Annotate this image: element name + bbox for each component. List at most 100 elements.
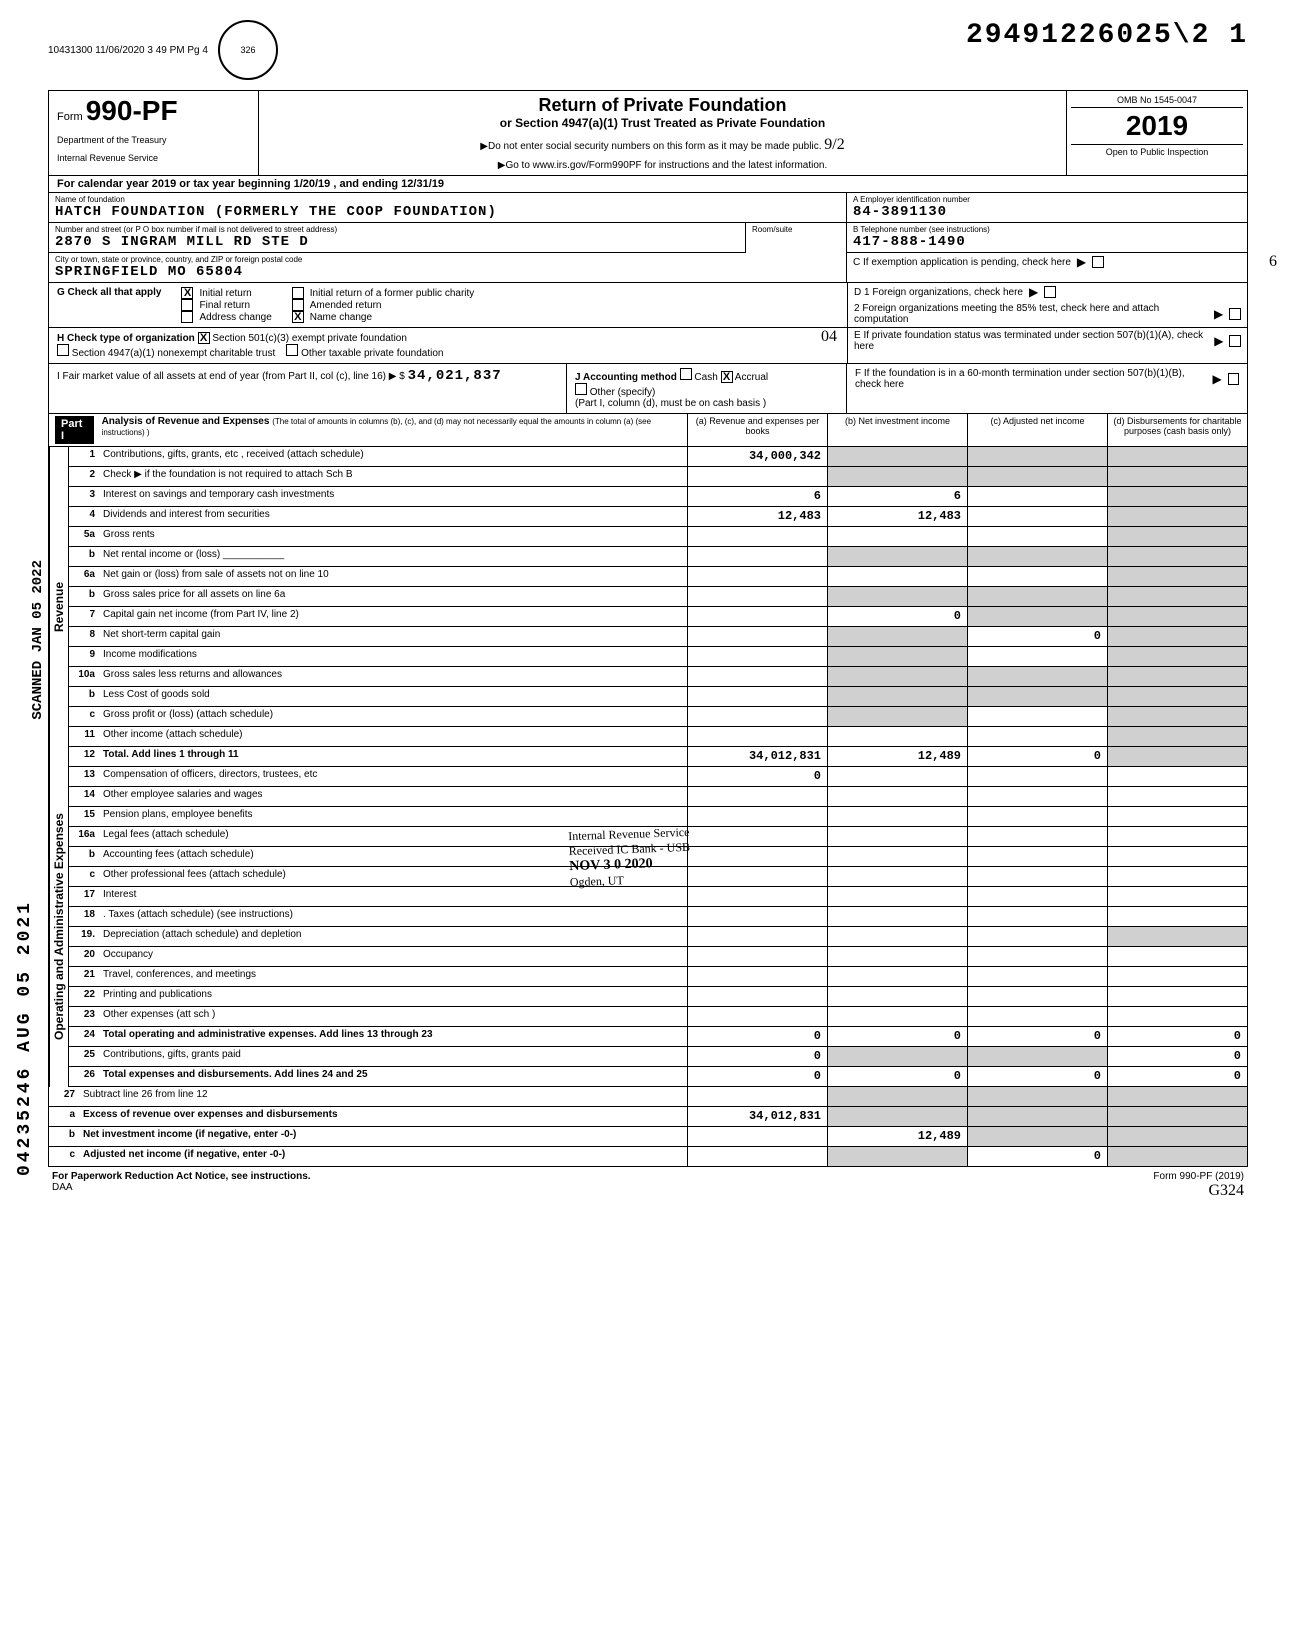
line-row: 20Occupancy [68,947,1248,967]
j-accrual: Accrual [735,372,768,383]
revenue-vertical-label: Revenue [49,447,68,767]
d1-label: D 1 Foreign organizations, check here [854,287,1023,298]
g-label: G Check all that apply [57,287,161,298]
g-former: Initial return of a former public charit… [310,288,475,299]
line-row: 6aNet gain or (loss) from sale of assets… [68,567,1248,587]
foundation-name: HATCH FOUNDATION (FORMERLY THE COOP FOUN… [55,204,840,220]
part1-badge: Part I [55,416,94,444]
line-row: cAdjusted net income (if negative, enter… [48,1147,1248,1167]
line-row: 19.Depreciation (attach schedule) and de… [68,927,1248,947]
g-namechange-checkbox[interactable]: X [292,311,304,323]
cursive-92: 9/2 [824,136,844,153]
scanned-stamp: SCANNED JAN 05 2022 [30,560,46,720]
footer-daa: DAA [52,1182,73,1193]
g-amended: Amended return [310,300,382,311]
room-label: Room/suite [752,225,840,234]
city-label: City or town, state or province, country… [55,255,840,264]
e-label: E If private foundation status was termi… [854,330,1208,352]
document-number: 29491226025\2 1 [966,20,1248,51]
line-row: 7Capital gain net income (from Part IV, … [68,607,1248,627]
line-row: bGross sales price for all assets on lin… [68,587,1248,607]
footer-right: Form 990-PF (2019) [1153,1171,1244,1182]
phone-value: 417-888-1490 [853,234,1241,250]
name-label: Name of foundation [55,195,840,204]
line-row: 26Total expenses and disbursements. Add … [68,1067,1248,1087]
year-cell: OMB No 1545-0047 2019 Open to Public Ins… [1067,91,1247,175]
line-row: 9Income modifications [68,647,1248,667]
line-row: 4Dividends and interest from securities1… [68,507,1248,527]
col-d-header: (d) Disbursements for charitable purpose… [1107,414,1247,446]
foundation-city: SPRINGFIELD MO 65804 [55,264,840,280]
h-4947-checkbox[interactable] [57,344,69,356]
g-final-checkbox[interactable] [181,299,193,311]
note2: ▶Go to www.irs.gov/Form990PF for instruc… [267,160,1058,171]
line-row: 21Travel, conferences, and meetings [68,967,1248,987]
line-row: bNet investment income (if negative, ent… [48,1127,1248,1147]
j-cash-checkbox[interactable] [680,368,692,380]
f-checkbox[interactable] [1228,373,1239,385]
line-row: 22Printing and publications [68,987,1248,1007]
expenses-vertical-label: Operating and Administrative Expenses [49,767,68,1087]
top-margin: 10431300 11/06/2020 3 49 PM Pg 4 326 294… [48,20,1248,80]
h-opt3: Other taxable private foundation [301,348,443,359]
inspection-note: Open to Public Inspection [1071,145,1243,159]
foundation-address: 2870 S INGRAM MILL RD STE D [55,234,739,250]
irs-label: Internal Revenue Service [57,153,250,163]
line-row: 12Total. Add lines 1 through 1134,012,83… [68,747,1248,767]
line-row: 11Other income (attach schedule) [68,727,1248,747]
d1-checkbox[interactable] [1044,286,1056,298]
barcode-stamp: 04235246 AUG 05 2021 [15,900,35,1176]
irs-stamp: Internal Revenue Service Received IC Ban… [568,825,691,890]
line-row: 8Net short-term capital gain0 [68,627,1248,647]
form-label-cell: Form 990-PF Department of the Treasury I… [49,91,259,175]
j-cash: Cash [694,372,717,383]
line-row: 10aGross sales less returns and allowanc… [68,667,1248,687]
j-note: (Part I, column (d), must be on cash bas… [575,398,766,409]
c-label: C If exemption application is pending, c… [853,257,1071,268]
line-row: bLess Cost of goods sold [68,687,1248,707]
form-prefix: Form [57,111,83,123]
line-row: 27Subtract line 26 from line 12 [48,1087,1248,1107]
part1-heading: Analysis of Revenue and Expenses [102,416,270,427]
line-row: 5aGross rents [68,527,1248,547]
ein-label: A Employer identification number [853,195,1241,204]
j-accrual-checkbox[interactable]: X [721,371,733,383]
g-address: Address change [199,312,271,323]
line-row: 14Other employee salaries and wages [68,787,1248,807]
line-row: 24Total operating and administrative exp… [68,1027,1248,1047]
line-row: 1Contributions, gifts, grants, etc , rec… [68,447,1248,467]
line-row: 23Other expenses (att sch ) [68,1007,1248,1027]
h-cursive-04: 04 [821,328,837,346]
h-501c3-checkbox[interactable]: X [198,332,210,344]
line-row: 18. Taxes (attach schedule) (see instruc… [68,907,1248,927]
scan-id: 10431300 11/06/2020 3 49 PM Pg 4 [48,45,208,56]
i-label: I Fair market value of all assets at end… [57,371,405,382]
f-label: F If the foundation is in a 60-month ter… [855,368,1207,390]
c-checkbox[interactable] [1092,256,1104,268]
line-row: aExcess of revenue over expenses and dis… [48,1107,1248,1127]
d2-checkbox[interactable] [1229,308,1241,320]
form-subtitle: or Section 4947(a)(1) Trust Treated as P… [267,116,1058,130]
line-row: 17Interest [68,887,1248,907]
h-other-checkbox[interactable] [286,344,298,356]
col-b-header: (b) Net investment income [827,414,967,446]
g-amended-checkbox[interactable] [292,299,304,311]
g-final: Final return [199,300,250,311]
g-former-checkbox[interactable] [292,287,304,299]
title-cell: Return of Private Foundation or Section … [259,91,1067,175]
e-checkbox[interactable] [1229,335,1241,347]
omb-number: OMB No 1545-0047 [1071,93,1243,108]
d2-label: 2 Foreign organizations meeting the 85% … [854,303,1208,325]
ein-value: 84-3891130 [853,204,1241,220]
j-label: J Accounting method [575,372,677,383]
g-initial-checkbox[interactable]: X [181,287,193,299]
j-other-checkbox[interactable] [575,383,587,395]
h-label: H Check type of organization [57,333,195,344]
line-row: 2Check ▶ if the foundation is not requir… [68,467,1248,487]
calendar-year-line: For calendar year 2019 or tax year begin… [48,176,1248,193]
g-address-checkbox[interactable] [181,311,193,323]
h-opt2: Section 4947(a)(1) nonexempt charitable … [72,348,275,359]
circle-stamp: 326 [218,20,278,80]
j-other: Other (specify) [590,387,656,398]
h-opt1: Section 501(c)(3) exempt private foundat… [212,333,407,344]
